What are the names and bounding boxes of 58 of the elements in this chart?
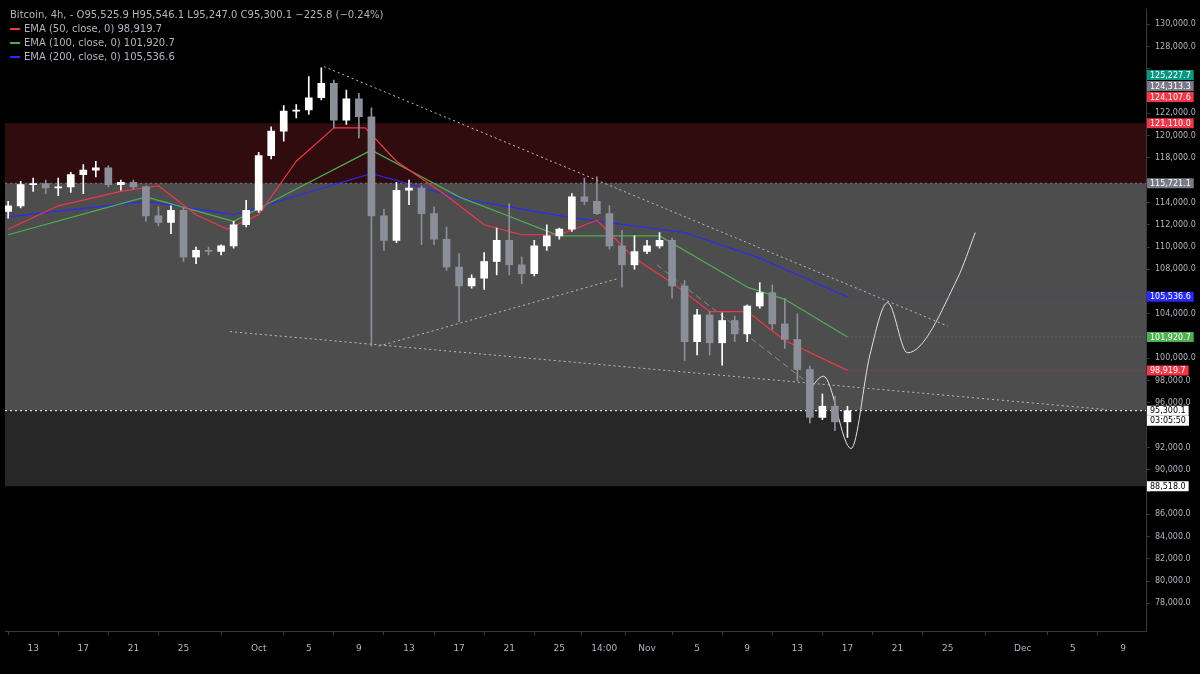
band-label: 121,110.0 — [1150, 118, 1191, 128]
y-tick-label: 128,000.0 — [1155, 41, 1196, 51]
x-tick-label: 17 — [841, 642, 854, 653]
annotation: 105,536.6 — [1150, 292, 1191, 302]
legend-label: EMA (200, close, 0) 105,536.6 — [24, 51, 175, 62]
x-tick-label: 13 — [403, 642, 415, 653]
band-label: 88,518.0 — [1150, 481, 1186, 491]
y-tick-label: 90,000.0 — [1155, 464, 1191, 474]
text: 124,107.6 — [1150, 92, 1191, 102]
text: 03:05:50 — [1150, 416, 1186, 426]
text: 125,227.7 — [1150, 70, 1191, 80]
y-tick-label: 120,000.0 — [1155, 130, 1196, 140]
x-tick-label: 9 — [744, 642, 751, 653]
y-tick-label: 78,000.0 — [1155, 598, 1191, 608]
x-tick-label: 13 — [791, 642, 804, 653]
y-tick-label: 86,000.0 — [1155, 509, 1191, 519]
x-tick-label: 21 — [891, 642, 904, 653]
text: 124,313.3 — [1150, 81, 1191, 91]
x-tick-label: 5 — [305, 642, 312, 653]
x-tick-label: Nov — [638, 642, 657, 653]
y-tick-label: 82,000.0 — [1155, 553, 1191, 563]
y-tick-label: 96,000.0 — [1155, 397, 1191, 407]
legend-label: EMA (50, close, 0) 98,919.7 — [24, 23, 163, 34]
x-tick-label: Dec — [1014, 642, 1032, 653]
x-tick-label: 21 — [503, 642, 515, 653]
y-tick-label: 80,000.0 — [1155, 576, 1191, 586]
x-tick-label: 17 — [77, 642, 90, 653]
x-tick-label: 5 — [1070, 642, 1076, 653]
chart-subtitle: O95,525.9 H95,546.1 L95,247.0 C95,300.1 −225.8 (−0.24%) — [75, 9, 384, 20]
x-tick-label: 25 — [941, 642, 954, 653]
x-tick-label: 25 — [553, 642, 566, 653]
y-tick-label: 122,000.0 — [1155, 108, 1196, 118]
y-tick-label: 118,000.0 — [1155, 152, 1196, 162]
y-tick-label: 84,000.0 — [1155, 531, 1191, 541]
y-tick-label: 114,000.0 — [1155, 197, 1196, 207]
y-tick-label: 130,000.0 — [1155, 19, 1196, 29]
annotation: 101,920.7 — [1150, 332, 1191, 342]
x-tick-label: 14:00 — [591, 642, 618, 653]
x-tick-label: 9 — [356, 642, 363, 653]
y-tick-label: 112,000.0 — [1155, 219, 1196, 229]
ref-line-label: 95,300.1 — [1150, 406, 1186, 416]
y-tick-label: 100,000.0 — [1155, 353, 1196, 363]
ref-line-label: 115,721.1 — [1150, 178, 1191, 188]
y-tick-label: 92,000.0 — [1155, 442, 1191, 452]
annotation: 98,919.7 — [1150, 365, 1186, 375]
y-tick-label: 110,000.0 — [1155, 242, 1196, 252]
x-tick-label: 17 — [453, 642, 465, 653]
x-tick-label: 21 — [127, 642, 140, 653]
x-tick-label: 25 — [177, 642, 190, 653]
y-tick-label: 98,000.0 — [1155, 375, 1191, 385]
x-tick-label: Oct — [250, 642, 267, 653]
legend-label: EMA (100, close, 0) 101,920.7 — [24, 37, 175, 48]
chart-title: Bitcoin, 4h, - — [10, 9, 74, 20]
x-tick-label: 5 — [694, 642, 700, 653]
y-tick-label: 104,000.0 — [1155, 308, 1196, 318]
x-tick-label: 13 — [27, 642, 39, 653]
y-tick-label: 108,000.0 — [1155, 264, 1196, 274]
x-tick-label: 9 — [1120, 642, 1127, 653]
